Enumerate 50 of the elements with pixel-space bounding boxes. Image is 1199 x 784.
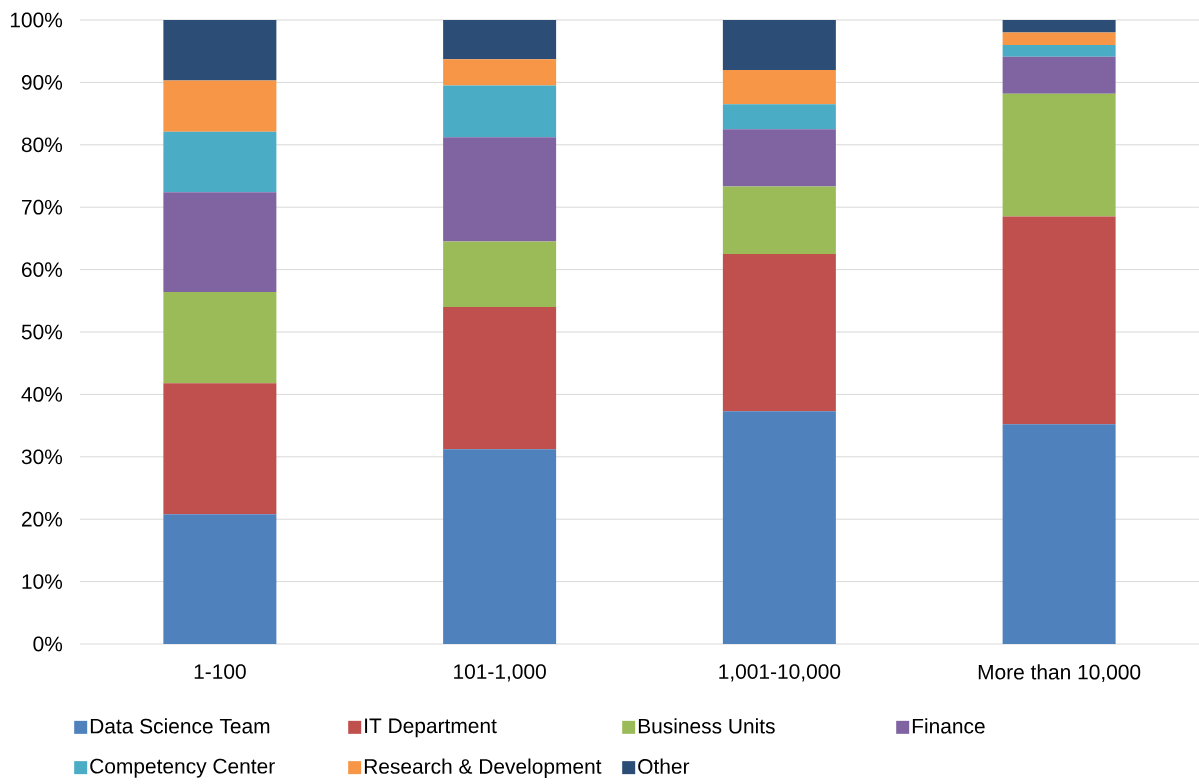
bar bbox=[722, 69, 836, 105]
bar bbox=[722, 186, 836, 254]
bar bbox=[163, 131, 277, 193]
bar bbox=[443, 19, 557, 60]
bar bbox=[1002, 19, 1116, 33]
legend-label: IT Department bbox=[365, 718, 497, 738]
legend-label: Business Units bbox=[638, 718, 775, 734]
bar bbox=[163, 292, 277, 384]
bar bbox=[443, 85, 557, 138]
bar bbox=[443, 449, 557, 644]
bar bbox=[443, 137, 557, 242]
y-tick-label: 20% bbox=[22, 511, 63, 527]
bar bbox=[1002, 44, 1116, 57]
bar bbox=[1002, 424, 1116, 644]
bar bbox=[1002, 56, 1116, 94]
legend-label: Other bbox=[638, 758, 690, 774]
y-tick-label: 40% bbox=[21, 386, 63, 402]
bar bbox=[443, 307, 557, 450]
bar bbox=[1002, 216, 1116, 425]
y-tick-label: 60% bbox=[22, 262, 63, 277]
legend-label: Data Science Team bbox=[90, 718, 270, 734]
y-tick-label: 50% bbox=[21, 324, 63, 340]
y-tick-label: 90% bbox=[21, 74, 63, 90]
y-tick-label: 80% bbox=[21, 137, 63, 153]
bar bbox=[443, 59, 557, 86]
bar bbox=[163, 80, 277, 132]
bar bbox=[1002, 93, 1116, 217]
y-tick-label: 70% bbox=[22, 199, 63, 215]
x-tick-label: 1,001-10,000 bbox=[719, 664, 841, 682]
x-tick-label: 1-100 bbox=[194, 664, 246, 679]
bar bbox=[722, 411, 836, 644]
legend-label: Finance bbox=[912, 718, 985, 734]
bar bbox=[163, 383, 277, 515]
x-tick-label: 101-1,000 bbox=[454, 664, 546, 682]
bar bbox=[1002, 32, 1116, 45]
y-tick-label: 0% bbox=[33, 636, 63, 652]
bar bbox=[443, 241, 557, 308]
bar bbox=[163, 192, 277, 293]
legend-label: Competency Center bbox=[90, 758, 275, 778]
y-tick-label: 10% bbox=[22, 574, 63, 589]
y-tick-label: 100% bbox=[10, 12, 63, 28]
bar bbox=[722, 19, 836, 70]
x-tick-label: More than 10,000 bbox=[978, 664, 1141, 682]
bar bbox=[722, 104, 836, 130]
bar bbox=[722, 254, 836, 412]
legend-label: Research & Development bbox=[364, 758, 602, 778]
bar bbox=[722, 129, 836, 187]
bar bbox=[163, 514, 277, 644]
y-tick-label: 30% bbox=[21, 449, 63, 465]
bar bbox=[163, 19, 277, 81]
